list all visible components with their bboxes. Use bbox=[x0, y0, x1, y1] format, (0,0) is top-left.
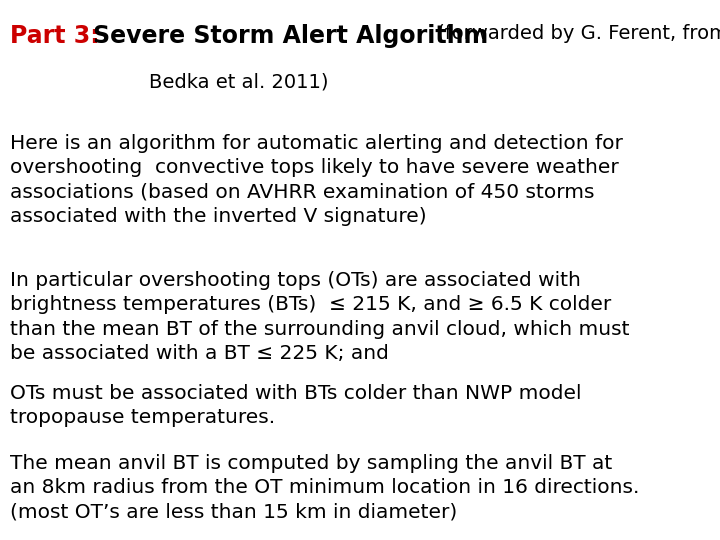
Text: OTs must be associated with BTs colder than NWP model
tropopause temperatures.: OTs must be associated with BTs colder t… bbox=[9, 384, 581, 427]
Text: In particular overshooting tops (OTs) are associated with
brightness temperature: In particular overshooting tops (OTs) ar… bbox=[9, 271, 629, 363]
Text: The mean anvil BT is computed by sampling the anvil BT at
an 8km radius from the: The mean anvil BT is computed by samplin… bbox=[9, 454, 639, 521]
Text: (forwarded by G. Ferent, from: (forwarded by G. Ferent, from bbox=[431, 24, 720, 43]
Text: Here is an algorithm for automatic alerting and detection for
overshooting  conv: Here is an algorithm for automatic alert… bbox=[9, 134, 622, 226]
Text: Severe Storm Alert Algorithm: Severe Storm Alert Algorithm bbox=[93, 24, 488, 48]
Text: Bedka et al. 2011): Bedka et al. 2011) bbox=[148, 72, 328, 91]
Text: Part 3:: Part 3: bbox=[9, 24, 107, 48]
